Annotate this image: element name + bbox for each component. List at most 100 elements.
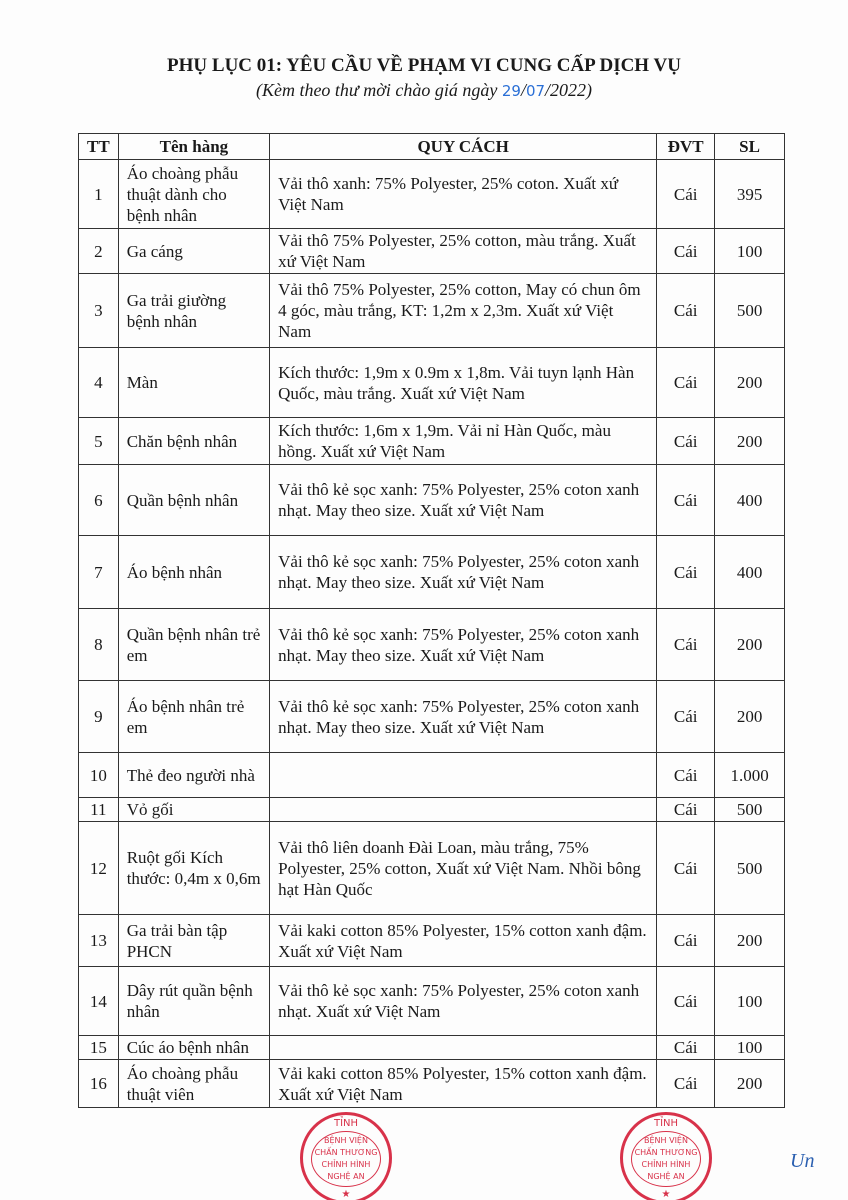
row-number: 2 xyxy=(78,228,119,274)
row-number: 9 xyxy=(78,680,119,753)
item-unit: Cái xyxy=(656,535,716,609)
subtitle-text: (Kèm theo thư mời chào giá ngày xyxy=(255,80,502,100)
stamp-text: BỆNH VIỆN xyxy=(644,1136,688,1145)
item-unit: Cái xyxy=(656,1059,716,1108)
item-unit: Cái xyxy=(656,680,716,753)
row-number: 12 xyxy=(78,821,119,915)
item-quantity: 500 xyxy=(714,273,785,348)
item-name: Quần bệnh nhân xyxy=(117,464,271,536)
item-spec: Vải thô kẻ sọc xanh: 75% Polyester, 25% … xyxy=(269,535,658,609)
item-spec: Vải kaki cotton 85% Polyester, 15% cotto… xyxy=(269,1059,658,1108)
service-scope-table: TT Tên hàng QUY CÁCH ĐVT SL 1 Áo choàng phẫu … xyxy=(78,133,785,1108)
item-spec xyxy=(269,1035,658,1060)
item-spec xyxy=(269,797,658,822)
item-unit: Cái xyxy=(656,464,716,536)
item-name: Dây rút quần bệnh nhân xyxy=(117,966,271,1036)
item-unit: Cái xyxy=(656,159,716,229)
item-spec: Vải thô kẻ sọc xanh: 75% Polyester, 25% … xyxy=(269,608,658,681)
item-quantity: 400 xyxy=(714,535,785,609)
row-number: 6 xyxy=(78,464,119,536)
stamp-text: CHẤN THƯƠNG xyxy=(634,1148,698,1157)
item-unit: Cái xyxy=(656,966,716,1036)
column-header: TT xyxy=(78,133,119,160)
table-row: 10 Thẻ đeo người nhà Cái 1.000 xyxy=(78,752,785,798)
star-icon: ★ xyxy=(661,1189,671,1200)
item-name: Chăn bệnh nhân xyxy=(117,417,271,465)
item-spec: Vải thô 75% Polyester, 25% cotton, May c… xyxy=(269,273,658,348)
item-unit: Cái xyxy=(656,347,716,418)
row-number: 10 xyxy=(78,752,119,798)
item-spec: Vải kaki cotton 85% Polyester, 15% cotto… xyxy=(269,914,658,967)
item-spec: Vải thô kẻ sọc xanh: 75% Polyester, 25% … xyxy=(269,680,658,753)
star-icon: ★ xyxy=(341,1189,351,1200)
item-name: Ga trải bàn tập PHCN xyxy=(117,914,271,967)
handwritten-day: 29 xyxy=(501,82,521,100)
column-header: QUY CÁCH xyxy=(269,133,658,160)
item-quantity: 200 xyxy=(714,347,785,418)
table-row: 6 Quần bệnh nhân Vải thô kẻ sọc xanh: 75% … xyxy=(78,464,785,536)
item-name: Áo bệnh nhân xyxy=(117,535,271,609)
table-row: 1 Áo choàng phẫu thuật dành cho bệnh nhân… xyxy=(78,159,785,229)
item-name: Áo bệnh nhân trẻ em xyxy=(117,680,271,753)
table-row: 8 Quần bệnh nhân trẻ em Vải thô kẻ sọc xan… xyxy=(78,608,785,681)
stamp-text: NGHỆ AN xyxy=(647,1172,685,1181)
item-name: Quần bệnh nhân trẻ em xyxy=(117,608,271,681)
table-row: 14 Dây rút quần bệnh nhân Vải thô kẻ sọc x… xyxy=(78,966,785,1036)
item-quantity: 400 xyxy=(714,464,785,536)
stamp-text: CHỈNH HÌNH xyxy=(321,1160,371,1169)
item-spec: Kích thước: 1,9m x 0.9m x 1,8m. Vải tuyn… xyxy=(269,347,658,418)
row-number: 14 xyxy=(78,966,119,1036)
official-stamp: TỈNH BỆNH VIỆN CHẤN THƯƠNG CHỈNH HÌNH NG… xyxy=(300,1112,392,1200)
handwritten-month: 07 xyxy=(525,82,546,100)
stamp-top-text: TỈNH xyxy=(333,1118,359,1129)
row-number: 3 xyxy=(78,273,119,348)
item-quantity: 100 xyxy=(714,1035,785,1060)
column-header: ĐVT xyxy=(656,133,716,160)
subtitle-year: /2022) xyxy=(545,80,593,100)
stamp-text: CHỈNH HÌNH xyxy=(641,1160,691,1169)
stamp-text: NGHỆ AN xyxy=(327,1172,365,1181)
column-header: Tên hàng xyxy=(117,133,271,160)
page-subtitle: (Kèm theo thư mời chào giá ngày 29/07/20… xyxy=(0,80,848,101)
item-unit: Cái xyxy=(656,273,716,348)
item-name: Ruột gối Kích thước: 0,4m x 0,6m xyxy=(117,821,271,915)
item-quantity: 500 xyxy=(714,821,785,915)
item-name: Cúc áo bệnh nhân xyxy=(117,1035,271,1060)
item-name: Màn xyxy=(117,347,271,418)
item-unit: Cái xyxy=(656,228,716,274)
row-number: 1 xyxy=(78,159,119,229)
table-row: 9 Áo bệnh nhân trẻ em Vải thô kẻ sọc xanh:… xyxy=(78,680,785,753)
handwritten-initials: Un xyxy=(790,1150,815,1172)
item-unit: Cái xyxy=(656,914,716,967)
stamp-text: CHẤN THƯƠNG xyxy=(314,1148,378,1157)
item-name: Áo choàng phẫu thuật dành cho bệnh nhân xyxy=(117,159,271,229)
item-quantity: 200 xyxy=(714,914,785,967)
item-name: Áo choàng phẫu thuật viên xyxy=(117,1059,271,1108)
item-spec: Kích thước: 1,6m x 1,9m. Vải nỉ Hàn Quốc… xyxy=(269,417,658,465)
row-number: 8 xyxy=(78,608,119,681)
stamp-top-text: TỈNH xyxy=(653,1118,679,1129)
row-number: 16 xyxy=(78,1059,119,1108)
stamp-text: BỆNH VIỆN xyxy=(324,1136,368,1145)
table-row: 5 Chăn bệnh nhân Kích thước: 1,6m x 1,9m. … xyxy=(78,417,785,465)
item-name: Ga cáng xyxy=(117,228,271,274)
row-number: 15 xyxy=(78,1035,119,1060)
item-quantity: 200 xyxy=(714,417,785,465)
table-row: 15 Cúc áo bệnh nhân Cái 100 xyxy=(78,1035,785,1060)
item-quantity: 200 xyxy=(714,1059,785,1108)
item-unit: Cái xyxy=(656,1035,716,1060)
table-row: 11 Vỏ gối Cái 500 xyxy=(78,797,785,822)
item-unit: Cái xyxy=(656,752,716,798)
table-row: 7 Áo bệnh nhân Vải thô kẻ sọc xanh: 75% Po… xyxy=(78,535,785,609)
item-spec: Vải thô 75% Polyester, 25% cotton, màu t… xyxy=(269,228,658,274)
table-row: 16 Áo choàng phẫu thuật viên Vải kaki cott… xyxy=(78,1059,785,1108)
row-number: 5 xyxy=(78,417,119,465)
item-quantity: 1.000 xyxy=(714,752,785,798)
table-row: 2 Ga cáng Vải thô 75% Polyester, 25% cotto… xyxy=(78,228,785,274)
item-name: Ga trải giường bệnh nhân xyxy=(117,273,271,348)
item-spec: Vải thô kẻ sọc xanh: 75% Polyester, 25% … xyxy=(269,464,658,536)
item-spec: Vải thô liên doanh Đài Loan, màu trắng, … xyxy=(269,821,658,915)
row-number: 11 xyxy=(78,797,119,822)
item-unit: Cái xyxy=(656,608,716,681)
item-name: Vỏ gối xyxy=(117,797,271,822)
